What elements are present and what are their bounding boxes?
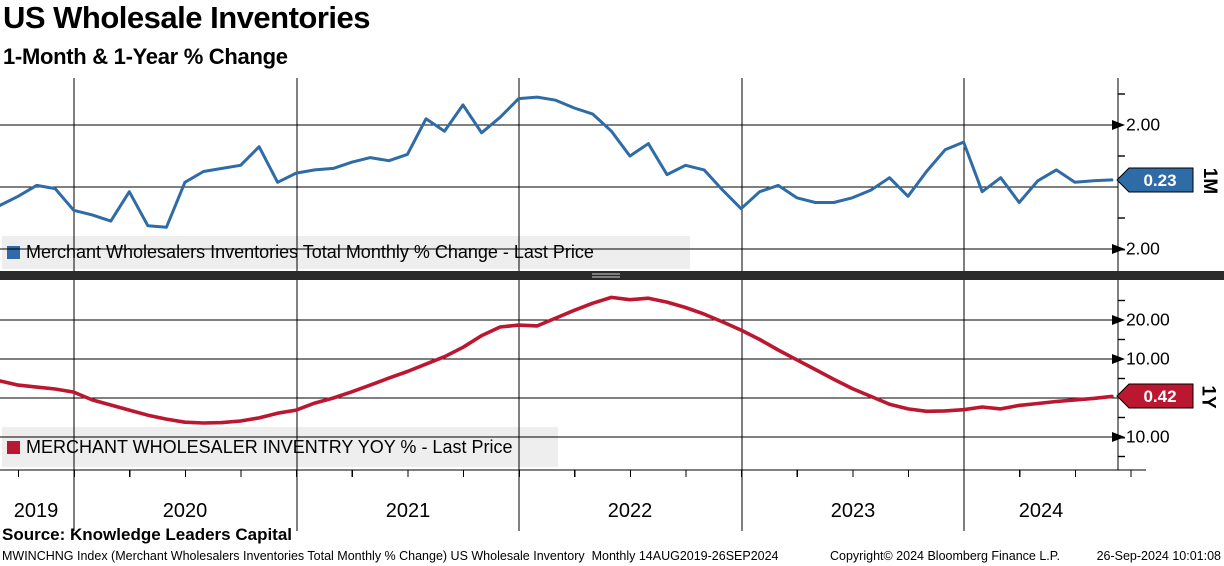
legend-monthly-series[interactable]: Merchant Wholesalers Inventories Total M… — [2, 236, 690, 269]
last-price-badge-1y: 0.42 — [1116, 383, 1194, 409]
xtick-year-2020: 2020 — [162, 500, 208, 522]
source-line: Source: Knowledge Leaders Capital — [2, 525, 293, 544]
footer-index-text: MWINCHNG Index (Merchant Wholesalers Inv… — [2, 549, 779, 563]
xtick-year-2021: 2021 — [385, 500, 431, 522]
footer-copyright: Copyright© 2024 Bloomberg Finance L.P. — [830, 549, 1060, 563]
badge-arrow-icon — [1116, 167, 1194, 193]
xtick-year-2019: 2019 — [13, 500, 59, 522]
ytick-label-bottom: -10.00 — [1120, 426, 1170, 447]
legend-monthly-label: Merchant Wholesalers Inventories Total M… — [26, 242, 594, 262]
axis-unit-1m: 1M — [1199, 167, 1221, 195]
page-subtitle: 1-Month & 1-Year % Change — [3, 44, 288, 69]
ytick-label-top: 2.00 — [1126, 114, 1161, 135]
last-price-badge-1m: 0.23 — [1116, 167, 1194, 193]
red-series-swatch-icon — [7, 440, 20, 454]
pane-divider-grip[interactable] — [592, 273, 620, 278]
monthly-change-line — [0, 95, 1114, 229]
xtick-year-2023: 2023 — [830, 500, 876, 522]
badge-arrow-icon — [1116, 383, 1194, 409]
ytick-label-bottom: 20.00 — [1126, 309, 1170, 330]
badge-value-1m: 0.23 — [1143, 171, 1176, 190]
ytick-label-bottom: 10.00 — [1126, 348, 1170, 369]
xtick-year-2024: 2024 — [1018, 500, 1064, 522]
axis-unit-1y: 1Y — [1197, 385, 1219, 409]
xtick-year-2022: 2022 — [607, 500, 653, 522]
legend-yoy-series[interactable]: MERCHANT WHOLESALER INVENTRY YOY % - Las… — [2, 427, 558, 467]
legend-yoy-label: MERCHANT WHOLESALER INVENTRY YOY % - Las… — [26, 436, 513, 457]
footer-timestamp: 26-Sep-2024 10:01:08 — [1096, 549, 1221, 563]
ytick-label-top: -2.00 — [1120, 238, 1160, 259]
page-title: US Wholesale Inventories — [3, 0, 371, 35]
badge-value-1y: 0.42 — [1143, 387, 1176, 406]
yoy-change-line — [0, 295, 1114, 425]
